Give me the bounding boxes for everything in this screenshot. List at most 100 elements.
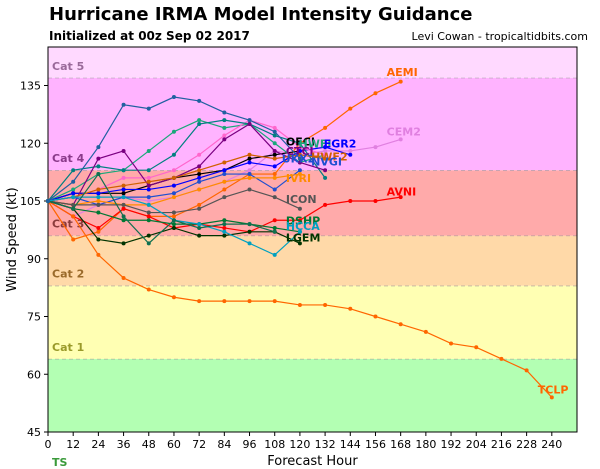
category-band <box>48 47 577 78</box>
y-tick-label: 90 <box>27 253 41 266</box>
series-point <box>71 237 76 242</box>
x-tick-label: 24 <box>91 438 105 451</box>
series-point <box>146 187 151 192</box>
series-point <box>146 183 151 188</box>
series-point <box>323 145 328 150</box>
series-point <box>247 156 252 161</box>
series-point <box>499 356 504 361</box>
series-point <box>297 302 302 307</box>
series-point <box>247 118 252 123</box>
y-tick-label: 45 <box>27 426 41 439</box>
series-point <box>96 172 101 177</box>
x-tick-label: 108 <box>264 438 285 451</box>
y-tick-label: 105 <box>20 195 41 208</box>
series-point <box>121 102 126 107</box>
x-tick-label: 228 <box>516 438 537 451</box>
series-point <box>222 187 227 192</box>
x-tick-label: 84 <box>217 438 231 451</box>
series-point <box>222 222 227 227</box>
series-point <box>323 152 328 157</box>
series-point <box>146 179 151 184</box>
series-point <box>247 160 252 165</box>
series-line <box>47 154 326 202</box>
series-point <box>272 164 277 169</box>
series-point <box>222 299 227 304</box>
series-point <box>474 345 479 350</box>
series-point <box>348 306 353 311</box>
series-point <box>171 210 176 215</box>
series-point <box>146 287 151 292</box>
series-point <box>197 122 202 126</box>
series-point <box>96 199 101 203</box>
x-tick-label: 144 <box>340 438 361 451</box>
x-tick-label: 156 <box>365 438 386 451</box>
series-point <box>272 148 277 153</box>
series-point <box>398 195 403 200</box>
series-point <box>197 98 202 103</box>
series-point <box>121 175 126 180</box>
category-band <box>48 358 577 432</box>
series-point <box>297 168 302 173</box>
series-label: NVGI <box>311 155 342 168</box>
series-point <box>247 175 252 180</box>
series-label: AEMI <box>387 66 418 79</box>
series-label: AVNI <box>387 185 417 198</box>
series-point <box>247 172 252 177</box>
series-point <box>146 168 151 173</box>
series-point <box>197 152 202 157</box>
series-point <box>121 183 126 188</box>
y-tick-label: 60 <box>27 368 41 381</box>
series-point <box>247 241 252 246</box>
chart-title: Hurricane IRMA Model Intensity Guidance <box>49 4 473 25</box>
series-point <box>197 172 202 177</box>
series-point <box>222 195 227 200</box>
series-point <box>146 148 151 153</box>
x-axis-label: Forecast Hour <box>267 454 358 469</box>
series-point <box>222 229 227 234</box>
series-point <box>222 179 227 184</box>
series-label: LGEM <box>286 232 321 245</box>
series-point <box>171 214 176 219</box>
chart-subtitle: Initialized at 00z Sep 02 2017 <box>49 29 250 43</box>
series-label: UKX2 <box>282 153 316 166</box>
series-point <box>297 241 302 246</box>
series-point <box>197 299 202 304</box>
series-point <box>121 191 126 196</box>
series-point <box>297 218 302 223</box>
series-label: TCLP <box>538 384 569 397</box>
x-tick-label: 180 <box>415 438 436 451</box>
series-point <box>323 156 328 161</box>
series-point <box>71 168 76 173</box>
series-point <box>373 199 378 203</box>
series-point <box>71 202 76 207</box>
series-point <box>323 125 328 130</box>
series-point <box>146 218 151 223</box>
series-point <box>272 187 277 192</box>
series-point <box>121 218 126 223</box>
series-point <box>373 314 378 319</box>
category-band <box>48 235 577 286</box>
series-point <box>272 129 277 134</box>
series-point <box>96 252 101 257</box>
series-point <box>297 206 302 211</box>
x-tick-label: 48 <box>142 438 156 451</box>
series-point <box>121 148 126 153</box>
series-line <box>47 123 326 206</box>
series-point <box>297 141 302 146</box>
series-point <box>71 179 76 184</box>
category-band <box>48 170 577 236</box>
y-tick-label: 75 <box>27 311 41 324</box>
x-tick-label: 192 <box>441 438 462 451</box>
series-point <box>197 168 202 173</box>
series-point <box>247 187 252 192</box>
x-tick-label: 120 <box>289 438 310 451</box>
category-label: Cat 4 <box>52 152 85 165</box>
series-point <box>272 152 277 157</box>
series-point <box>171 168 176 173</box>
series-line <box>47 172 275 245</box>
series-point <box>121 214 126 219</box>
series-point <box>146 106 151 111</box>
series-point <box>222 218 227 223</box>
series-point <box>222 125 227 130</box>
series-point <box>524 368 529 373</box>
